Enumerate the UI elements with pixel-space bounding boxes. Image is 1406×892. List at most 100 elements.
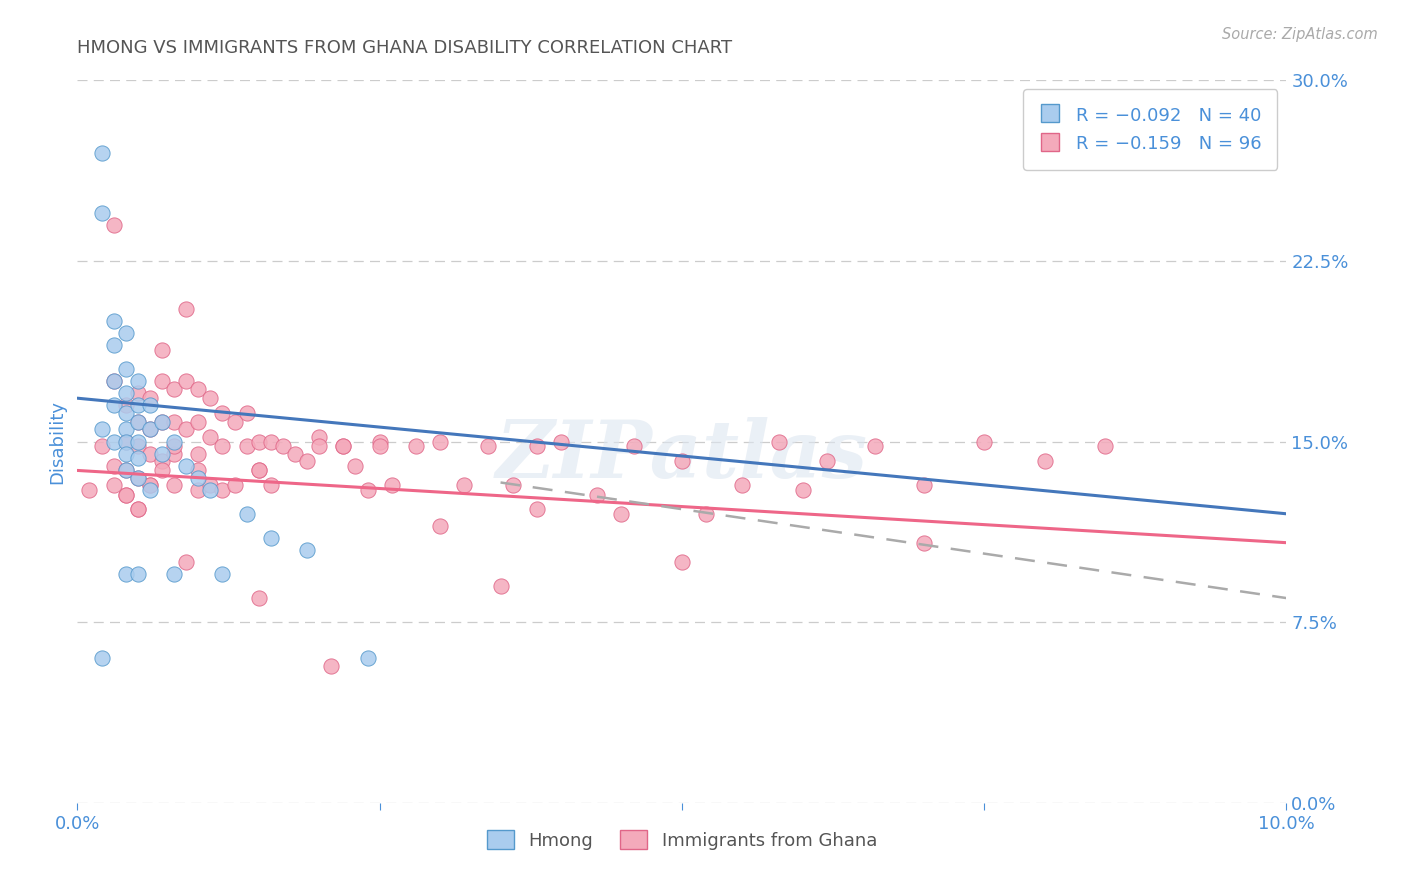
Point [429, 518, 451, 533]
Point [90, 422, 112, 436]
Point [174, 422, 197, 436]
Point [429, 434, 451, 449]
Point [127, 470, 149, 484]
Point [295, 542, 318, 557]
Point [308, 439, 330, 453]
Point [187, 446, 209, 460]
Point [114, 567, 136, 582]
Point [187, 470, 209, 484]
Point [127, 386, 149, 401]
Point [368, 439, 391, 453]
Point [356, 483, 378, 497]
Point [163, 567, 186, 582]
Point [284, 446, 307, 460]
Point [163, 446, 186, 460]
Point [211, 483, 233, 497]
Point [211, 439, 233, 453]
Point [260, 478, 283, 492]
Point [211, 406, 233, 420]
Point [235, 507, 257, 521]
Y-axis label: Disability: Disability [48, 400, 66, 483]
Point [344, 458, 367, 473]
Point [163, 434, 186, 449]
Point [127, 374, 149, 388]
Point [332, 439, 354, 453]
Point [792, 483, 814, 497]
Point [90, 651, 112, 665]
Point [114, 487, 136, 501]
Point [114, 463, 136, 477]
Point [103, 478, 125, 492]
Point [224, 415, 246, 429]
Point [114, 434, 136, 449]
Point [127, 502, 149, 516]
Point [79, 483, 101, 497]
Point [103, 374, 125, 388]
Point [321, 658, 343, 673]
Point [163, 415, 186, 429]
Point [187, 415, 209, 429]
Point [114, 398, 136, 412]
Point [103, 398, 125, 412]
Point [550, 434, 572, 449]
Point [453, 478, 475, 492]
Text: Source: ZipAtlas.com: Source: ZipAtlas.com [1222, 27, 1378, 42]
Point [103, 314, 125, 328]
Point [114, 362, 136, 376]
Point [139, 391, 162, 405]
Point [271, 439, 294, 453]
Point [526, 439, 548, 453]
Point [526, 502, 548, 516]
Point [912, 478, 935, 492]
Point [174, 374, 197, 388]
Point [127, 567, 149, 582]
Point [308, 430, 330, 444]
Point [368, 434, 391, 449]
Point [114, 434, 136, 449]
Point [114, 406, 136, 420]
Point [912, 535, 935, 549]
Point [247, 591, 270, 605]
Point [235, 439, 257, 453]
Point [356, 651, 378, 665]
Point [150, 446, 173, 460]
Point [163, 382, 186, 396]
Point [139, 446, 162, 460]
Point [150, 463, 173, 477]
Point [150, 374, 173, 388]
Point [973, 434, 995, 449]
Point [127, 415, 149, 429]
Point [247, 463, 270, 477]
Point [139, 422, 162, 436]
Point [127, 398, 149, 412]
Point [114, 446, 136, 460]
Point [163, 478, 186, 492]
Point [671, 555, 693, 569]
Point [127, 439, 149, 453]
Point [211, 567, 233, 582]
Point [139, 422, 162, 436]
Point [200, 483, 222, 497]
Point [114, 463, 136, 477]
Point [139, 483, 162, 497]
Point [150, 454, 173, 468]
Point [200, 430, 222, 444]
Point [103, 338, 125, 352]
Point [174, 458, 197, 473]
Point [90, 205, 112, 219]
Point [127, 434, 149, 449]
Text: HMONG VS IMMIGRANTS FROM GHANA DISABILITY CORRELATION CHART: HMONG VS IMMIGRANTS FROM GHANA DISABILIT… [77, 38, 733, 56]
Point [623, 439, 645, 453]
Point [405, 439, 427, 453]
Point [295, 454, 318, 468]
Point [502, 478, 524, 492]
Point [139, 478, 162, 492]
Point [247, 434, 270, 449]
Point [381, 478, 404, 492]
Point [332, 439, 354, 453]
Point [224, 478, 246, 492]
Point [114, 386, 136, 401]
Point [139, 478, 162, 492]
Point [671, 454, 693, 468]
Point [489, 579, 512, 593]
